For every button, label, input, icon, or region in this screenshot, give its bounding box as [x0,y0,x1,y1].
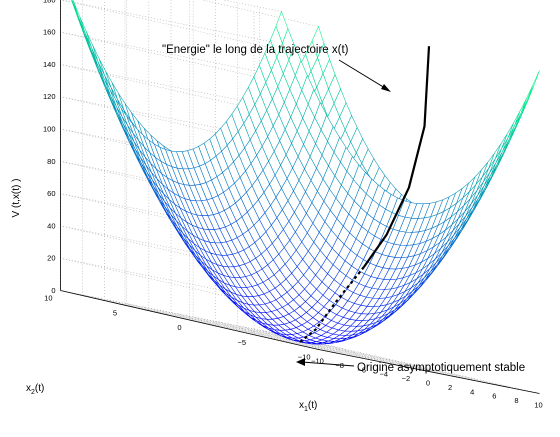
x1-tick-label: 2 [448,383,452,392]
annotation-origin: Origine asymptotiquement stable [357,362,525,374]
annotation-origin-arrow-head [296,358,305,366]
grid-line-x1 [170,0,430,372]
z-tick-label: 20 [47,254,55,263]
surface-mesh [71,0,540,345]
z-tick-label: 0 [51,286,55,295]
z-tick-label: 140 [43,60,56,69]
mesh-cell [527,70,540,100]
axes-box [60,0,540,394]
trajectory-solid-line [363,46,431,268]
x1-axis-line [318,349,540,394]
x1-axis-label-suffix: (t) [308,400,317,411]
x2-tick-label: −10 [298,353,311,362]
annotation-energy: "Energie" le long de la trajectoire x(t) [162,44,349,56]
x2-tick-label: 0 [177,323,181,332]
grid-line-x1 [214,0,474,381]
x1-tick-label: 10 [534,401,542,410]
z-tick-label: 120 [43,92,56,101]
z-tick-label: 40 [47,221,55,230]
x1-tick-label: −8 [335,361,344,370]
z-tick-label: 100 [43,125,56,134]
z-axis-label: V (t,x(t) ) [11,179,22,218]
annotation-energy-arrow-line [338,59,386,89]
x1-tick-label: −4 [380,370,389,379]
z-tick-label: 60 [47,189,55,198]
trajectory-curve [299,46,431,343]
mesh-cell [86,31,99,63]
x1-tick-label: 0 [426,379,430,388]
x2-axis-label-main: x [26,383,31,394]
grid-line-z [60,0,319,60]
x1-tick-label: −6 [357,365,366,374]
z-tick-label: 180 [43,0,56,4]
trajectory-dashed-line [299,266,365,343]
x2-axis-label: x2(t) [26,383,44,396]
x1-tick-label: −10 [311,357,324,366]
x2-tick-label: −5 [237,338,246,347]
x1-tick-label: 8 [514,396,518,405]
grid-line-x1 [126,0,385,363]
grid-line-x1 [259,7,518,390]
x1-axis-label-sub: 1 [304,406,308,413]
x2-axis-line [60,290,319,350]
x1-tick-label: −2 [402,374,411,383]
x1-axis-label-main: x [299,400,304,411]
x2-tick-label: 5 [113,308,117,317]
x1-tick-label: 6 [492,392,496,401]
z-tick-label: 80 [47,157,55,166]
grid-line-x1 [82,0,341,355]
x1-tick-label: 4 [470,387,474,396]
x2-tick-label: 10 [44,294,52,303]
tick-labels: 020406080100120140160180200−10−8−6−4−202… [43,0,543,410]
x2-axis-label-suffix: (t) [35,383,44,394]
x1-axis-label: x1(t) [299,400,317,413]
annotation-energy-arrow-head [381,84,391,92]
z-tick-label: 160 [43,28,56,37]
x2-axis-label-sub: 2 [31,389,35,396]
annotation-origin-arrow-line [301,361,355,367]
